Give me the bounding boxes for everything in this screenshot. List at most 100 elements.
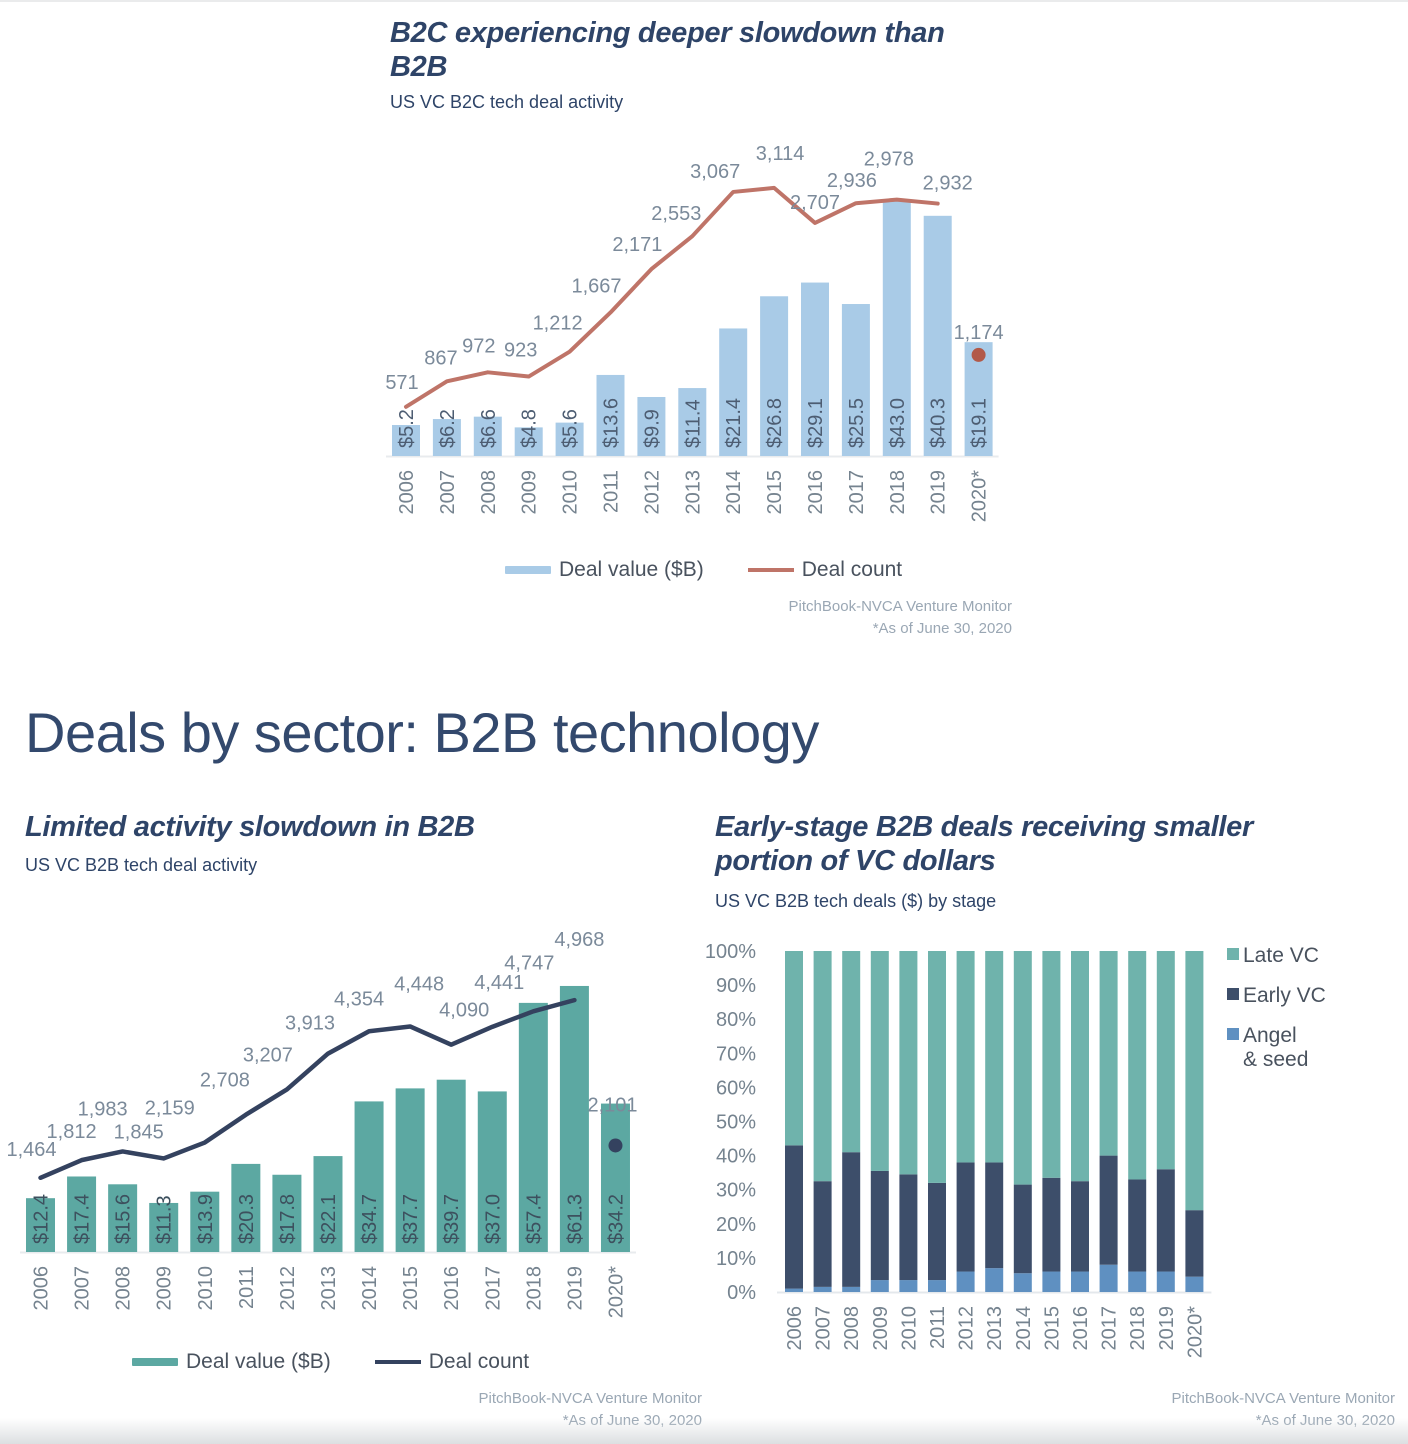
bar-value-label: $43.0 <box>887 398 909 448</box>
segment-early-vc-2017 <box>1099 1155 1118 1265</box>
year-label: 2006 <box>396 470 418 515</box>
segment-late-vc-2011 <box>928 951 946 1183</box>
segment-late-vc-2017 <box>1099 951 1118 1156</box>
year-label: 2013 <box>682 470 704 515</box>
year-label: 2009 <box>154 1266 176 1311</box>
b2b-deals-by-stage-chart: 0% 10% 20% 30% 40% 50% 60% 70% 80% 90% 100% 2006 200… <box>705 941 1326 1358</box>
count-label: 2,171 <box>612 234 662 256</box>
count-label: 4,968 <box>554 929 604 951</box>
y-tick-label: 40% <box>716 1146 756 1168</box>
count-label: 1,983 <box>78 1098 128 1120</box>
year-label: 2017 <box>482 1266 504 1311</box>
bar-value-label: $19.1 <box>969 398 991 448</box>
year-label: 2007 <box>813 1306 835 1351</box>
year-label: 2018 <box>523 1266 545 1311</box>
bar-value-label: $39.7 <box>441 1194 463 1244</box>
source-line-2: *As of June 30, 2020 <box>872 619 1012 637</box>
year-label: 2015 <box>764 470 786 515</box>
bar-value-label: $20.3 <box>236 1194 258 1244</box>
bar-2017 <box>841 304 870 456</box>
segment-late-vc-2009 <box>870 951 889 1171</box>
segment-early-vc-2009 <box>870 1170 889 1281</box>
count-label: 867 <box>424 347 457 369</box>
year-label: 2020* <box>605 1266 627 1318</box>
segment-angel-seed-2007 <box>813 1286 832 1292</box>
bar-value-label: $9.9 <box>641 409 663 448</box>
segment-angel-seed-2014 <box>1013 1273 1032 1292</box>
source-line-1: PitchBook-NVCA Venture Monitor <box>478 1390 702 1407</box>
year-label: 2015 <box>400 1266 422 1311</box>
b2c-chart-title: B2C experiencing deeper slowdown than B2… <box>390 17 945 84</box>
bar-value-label: $25.5 <box>846 398 868 448</box>
bar-value-label: $37.7 <box>400 1194 422 1244</box>
segment-late-vc-2015 <box>1042 951 1061 1178</box>
y-tick-label: 60% <box>716 1077 756 1099</box>
deal-count-dot <box>971 347 986 362</box>
count-label: 4,448 <box>394 973 444 995</box>
count-label: 1,667 <box>571 275 621 297</box>
segment-early-vc-2015 <box>1042 1177 1061 1272</box>
bar-value-label: $12.4 <box>31 1194 53 1244</box>
segment-early-vc-2014 <box>1013 1184 1032 1274</box>
bar-value-label: $61.3 <box>564 1194 586 1244</box>
segment-late-vc-2008 <box>842 951 861 1153</box>
page-bottom-edge <box>0 1418 1408 1444</box>
legend-swatch <box>1227 988 1239 1000</box>
year-label: 2019 <box>564 1266 586 1311</box>
bar-value-label: $5.6 <box>560 409 582 448</box>
segment-angel-seed-2015 <box>1042 1271 1061 1292</box>
year-label: 2013 <box>318 1266 340 1311</box>
bar-2011 <box>596 374 625 456</box>
legend-swatch <box>1227 1028 1239 1040</box>
legend-label: Angel <box>1243 1024 1297 1047</box>
b2c-chart-subtitle: US VC B2C tech deal activity <box>390 92 624 112</box>
count-label: 1,212 <box>533 313 583 335</box>
bar-2011 <box>231 1163 261 1252</box>
bar-2015 <box>760 296 789 456</box>
count-label: 3,913 <box>285 1013 335 1035</box>
source-line-1: PitchBook-NVCA Venture Monitor <box>788 598 1012 615</box>
bar-value-label: $5.2 <box>396 409 418 448</box>
bar-2006 <box>392 425 420 456</box>
year-label: 2019 <box>928 470 950 515</box>
segment-angel-seed-2019 <box>1156 1271 1175 1292</box>
segment-late-vc-2019 <box>1156 951 1175 1170</box>
segment-early-vc-2006 <box>785 1145 803 1289</box>
year-label: 2008 <box>478 470 500 515</box>
legend-label: Early VC <box>1243 984 1326 1007</box>
y-tick-label: 30% <box>716 1180 756 1202</box>
bar-value-label: $26.8 <box>764 398 786 448</box>
segment-late-vc-2010 <box>899 951 918 1175</box>
count-label: 3,067 <box>690 161 740 183</box>
deal-count-swatch <box>374 1360 421 1364</box>
bar-2014 <box>719 328 748 456</box>
bar-2013 <box>313 1156 343 1252</box>
year-label: 2018 <box>887 470 909 515</box>
bar-2018 <box>518 1002 548 1252</box>
count-label: 4,747 <box>504 952 554 974</box>
y-tick-label: 100% <box>705 941 756 963</box>
bar-2015 <box>395 1088 425 1252</box>
segment-early-vc-2020* <box>1185 1210 1204 1277</box>
b2c-source: PitchBook-NVCA Venture Monitor *As of Ju… <box>612 596 1012 640</box>
count-label: 1,812 <box>47 1121 97 1143</box>
bar-2008 <box>473 416 502 456</box>
year-label: 2011 <box>236 1266 258 1309</box>
segment-early-vc-2018 <box>1128 1179 1147 1272</box>
bar-value-label: $13.6 <box>601 398 623 448</box>
year-label: 2009 <box>870 1306 892 1351</box>
legend-item-deal-count: Deal count <box>747 558 902 582</box>
segment-late-vc-2014 <box>1013 951 1032 1185</box>
bar-2019 <box>923 215 952 456</box>
bar-value-label: $11.3 <box>154 1195 176 1244</box>
bar-2010 <box>190 1191 220 1252</box>
count-label: 2,553 <box>651 203 701 225</box>
year-label: 2014 <box>1013 1306 1035 1351</box>
bar-value-label: $4.8 <box>519 409 541 448</box>
segment-early-vc-2012 <box>956 1162 975 1272</box>
source-line-1: PitchBook-NVCA Venture Monitor <box>1171 1390 1395 1407</box>
count-label: 3,207 <box>243 1044 293 1066</box>
y-tick-label: 80% <box>716 1009 756 1031</box>
bar-value-label: $13.9 <box>195 1194 217 1244</box>
segment-late-vc-2012 <box>956 951 975 1163</box>
